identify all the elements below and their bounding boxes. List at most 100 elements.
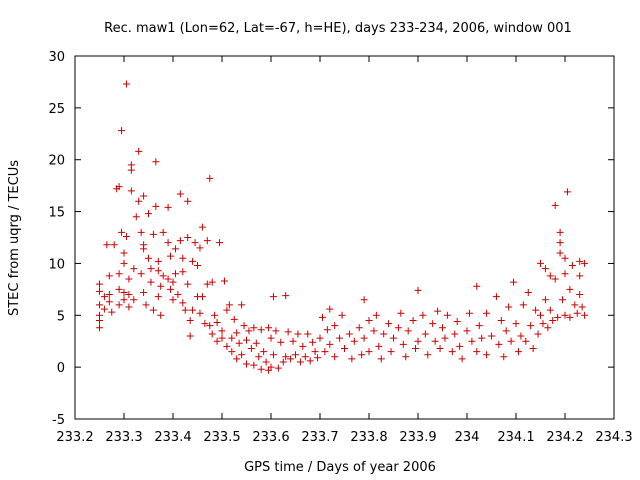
data-point	[321, 348, 329, 356]
data-point	[181, 306, 189, 314]
data-point	[345, 330, 353, 338]
data-point	[296, 358, 304, 366]
data-point	[203, 280, 211, 288]
data-point	[130, 265, 138, 273]
data-point	[541, 296, 549, 304]
data-point	[287, 355, 295, 363]
data-point	[456, 342, 464, 350]
data-point	[436, 344, 444, 352]
data-point	[179, 268, 187, 276]
data-point	[453, 318, 461, 326]
data-point	[566, 285, 574, 293]
data-point	[502, 327, 510, 335]
data-point	[561, 311, 569, 319]
data-point	[292, 351, 299, 359]
data-point	[551, 201, 559, 209]
data-point	[326, 305, 334, 313]
data-point	[149, 230, 157, 238]
data-point	[556, 228, 564, 236]
data-point	[247, 344, 255, 352]
data-point	[507, 337, 515, 345]
data-point	[171, 270, 179, 278]
data-point	[439, 324, 446, 332]
data-point	[554, 313, 562, 321]
y-tick-label: 15	[48, 206, 65, 221]
data-point	[269, 351, 277, 359]
data-point	[441, 334, 449, 342]
data-point	[120, 249, 128, 257]
data-point	[201, 320, 209, 328]
data-point	[495, 340, 503, 348]
data-point	[257, 326, 265, 334]
data-point	[473, 348, 481, 356]
data-point	[365, 316, 373, 324]
x-tick-label: 233.4	[154, 430, 191, 445]
data-point	[125, 291, 133, 299]
data-point	[331, 353, 339, 361]
data-point	[576, 257, 584, 265]
data-point	[517, 332, 525, 340]
data-point	[238, 351, 246, 359]
data-point	[309, 338, 317, 346]
data-point	[475, 322, 483, 330]
data-point	[282, 353, 290, 361]
data-point	[220, 277, 228, 285]
data-point	[213, 337, 221, 345]
data-point	[483, 351, 491, 359]
data-point	[140, 192, 148, 200]
data-point	[556, 239, 564, 247]
data-point	[174, 291, 182, 299]
data-point	[122, 232, 130, 240]
x-tick-label: 234.3	[595, 430, 632, 445]
data-point	[365, 348, 373, 356]
data-point	[537, 259, 544, 267]
data-point	[115, 270, 123, 278]
data-point	[360, 334, 368, 342]
chart-title: Rec. maw1 (Lon=62, Lat=-67, h=HE), days …	[104, 21, 572, 36]
x-tick-label: 234.1	[497, 430, 534, 445]
data-point	[473, 282, 481, 290]
data-point	[375, 342, 383, 350]
data-point	[154, 293, 162, 301]
data-point	[451, 330, 459, 338]
data-point	[527, 322, 535, 330]
x-tick-label: 233.9	[399, 430, 436, 445]
data-point	[255, 353, 263, 361]
data-point	[341, 344, 348, 352]
data-point	[169, 278, 177, 286]
data-point	[240, 322, 248, 330]
x-tick-label: 233.2	[56, 430, 93, 445]
data-point	[154, 267, 162, 275]
data-point	[235, 339, 243, 347]
x-tick-label: 233.7	[301, 430, 338, 445]
data-point	[380, 330, 388, 338]
data-point	[581, 259, 589, 267]
data-point	[299, 342, 307, 350]
data-point	[277, 338, 285, 346]
data-point	[463, 327, 471, 335]
data-point	[483, 309, 491, 317]
data-point	[350, 337, 358, 345]
data-point	[465, 309, 473, 317]
data-point	[203, 237, 211, 245]
y-tick-label: 10	[48, 257, 65, 272]
data-point	[230, 315, 238, 323]
data-point	[135, 147, 143, 155]
data-point	[198, 293, 206, 301]
data-point	[179, 299, 187, 307]
data-point	[140, 288, 148, 296]
data-point	[147, 278, 155, 286]
y-tick-label: 20	[48, 154, 65, 169]
data-point	[238, 301, 246, 309]
data-point	[269, 293, 277, 301]
data-point	[257, 365, 265, 373]
data-point	[125, 275, 133, 283]
data-point	[294, 330, 302, 338]
data-point	[176, 237, 184, 245]
data-point	[424, 351, 432, 359]
data-point	[561, 270, 569, 278]
data-point	[279, 358, 287, 366]
data-point	[105, 291, 113, 299]
data-point	[414, 286, 422, 294]
x-axis-title: GPS time / Days of year 2006	[244, 460, 436, 475]
